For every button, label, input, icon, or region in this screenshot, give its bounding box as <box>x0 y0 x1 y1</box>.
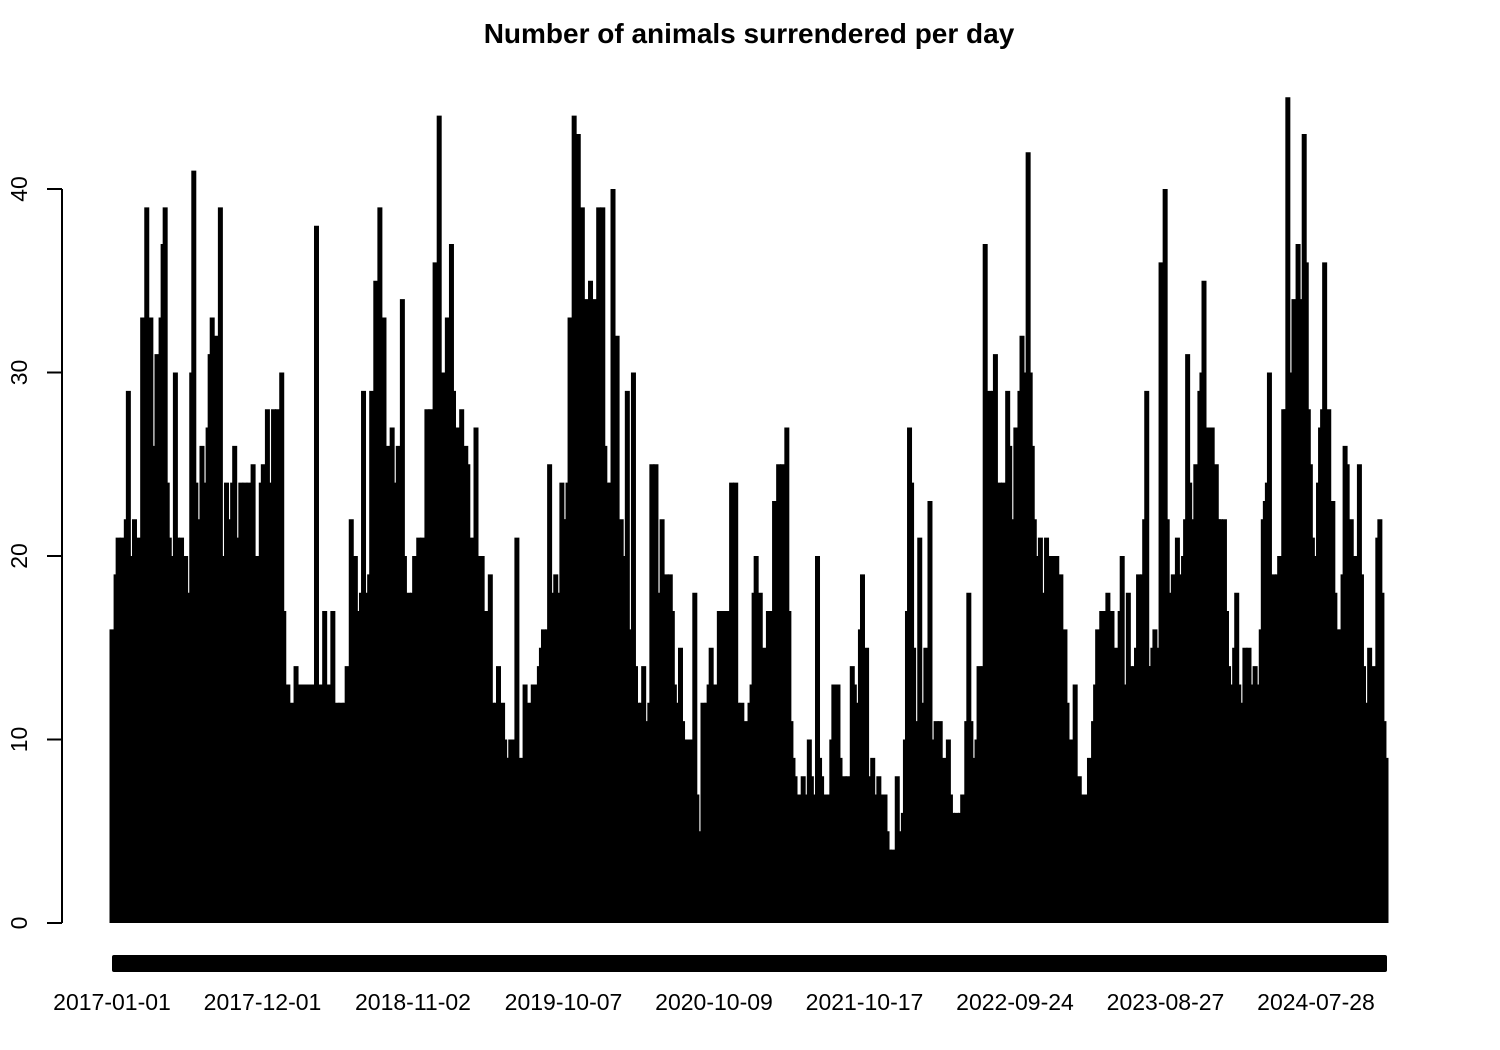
x-tick-label: 2021-10-17 <box>806 989 924 1015</box>
x-tick-label: 2019-10-07 <box>505 989 623 1015</box>
y-tick-label: 20 <box>6 543 32 569</box>
y-axis: 0 10 20 30 40 <box>6 176 63 930</box>
x-tick-label: 2017-12-01 <box>204 989 322 1015</box>
bar-series <box>109 97 1389 923</box>
y-tick-label: 30 <box>6 360 32 386</box>
x-tick-label: 2017-01-01 <box>53 989 171 1015</box>
chart-title: Number of animals surrendered per day <box>484 18 1015 49</box>
y-tick-label: 10 <box>6 727 32 753</box>
y-tick-label: 40 <box>6 176 32 202</box>
x-tick-label: 2024-07-28 <box>1257 989 1375 1015</box>
x-axis: 2017-01-01 2017-12-01 2018-11-02 2019-10-07… <box>53 955 1387 1015</box>
y-tick-label: 0 <box>6 917 32 930</box>
x-tick-label: 2020-10-09 <box>655 989 773 1015</box>
x-tick-label: 2023-08-27 <box>1107 989 1225 1015</box>
x-tick-label: 2018-11-02 <box>355 989 471 1015</box>
x-axis-tick-band <box>112 955 1387 972</box>
x-tick-label: 2022-09-24 <box>956 989 1074 1015</box>
